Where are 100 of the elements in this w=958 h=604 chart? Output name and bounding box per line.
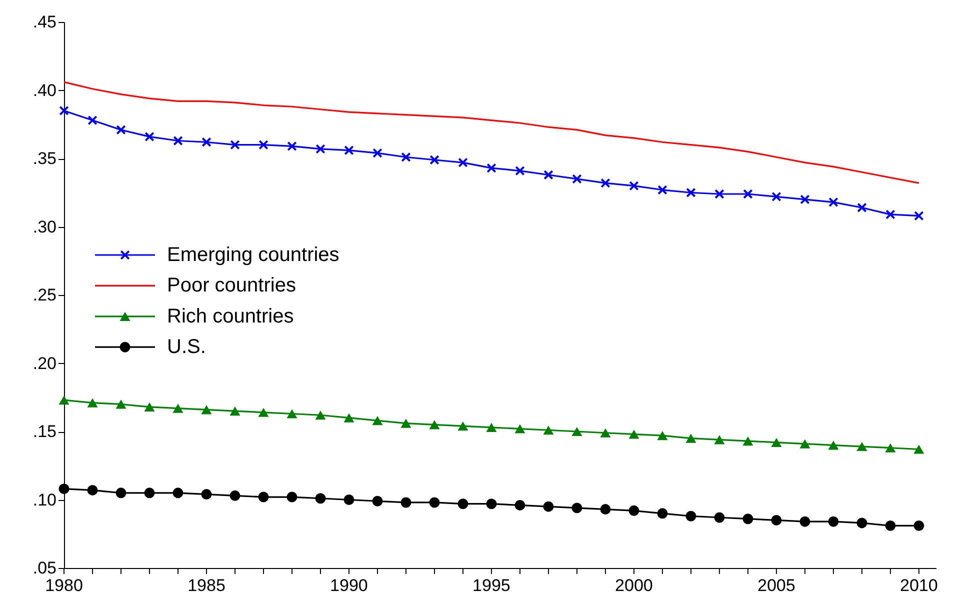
point xyxy=(800,439,810,448)
legend-label: Poor countries xyxy=(167,274,296,297)
point xyxy=(144,402,155,412)
y-tick-label: .20 xyxy=(32,354,56,373)
point xyxy=(628,505,640,516)
point xyxy=(742,514,754,524)
point xyxy=(144,488,155,498)
x-tick-label: 1980 xyxy=(45,576,83,595)
point xyxy=(87,484,98,496)
point xyxy=(116,124,126,135)
x-tick-label: 2005 xyxy=(758,576,796,595)
point xyxy=(515,166,525,176)
point xyxy=(116,400,126,409)
point xyxy=(800,516,810,527)
point xyxy=(572,174,582,184)
y-tick-label: .10 xyxy=(32,490,56,510)
point xyxy=(486,498,497,510)
y-tick-label: .05 xyxy=(32,558,56,578)
point xyxy=(286,409,298,418)
line-series xyxy=(63,81,920,184)
point xyxy=(58,396,70,405)
point xyxy=(856,518,868,528)
point xyxy=(914,520,924,531)
point xyxy=(714,435,725,444)
point xyxy=(885,520,896,531)
point xyxy=(230,406,240,416)
point xyxy=(258,492,269,502)
point xyxy=(857,202,867,213)
point xyxy=(572,502,582,514)
point xyxy=(172,488,184,498)
point xyxy=(714,512,725,523)
y-tick-label: .40 xyxy=(32,80,56,100)
x-tick-label: 1985 xyxy=(188,576,226,595)
point xyxy=(885,443,896,452)
point xyxy=(88,115,98,126)
point xyxy=(258,140,268,150)
point xyxy=(914,210,924,221)
point xyxy=(429,497,440,508)
point xyxy=(828,197,838,208)
point xyxy=(657,508,668,519)
point xyxy=(315,493,326,504)
point xyxy=(172,404,184,413)
point xyxy=(856,442,868,452)
point xyxy=(772,192,782,202)
point xyxy=(344,494,354,505)
x-tick-label: 2010 xyxy=(900,576,938,595)
point xyxy=(828,516,839,527)
point xyxy=(400,497,412,508)
point xyxy=(344,145,354,156)
point xyxy=(628,430,640,439)
legend-label: Rich countries xyxy=(167,305,294,328)
point xyxy=(458,422,468,431)
point xyxy=(315,410,326,420)
point xyxy=(58,484,70,494)
point xyxy=(372,148,382,158)
point xyxy=(372,496,383,506)
point xyxy=(486,163,496,173)
point xyxy=(230,490,240,501)
point xyxy=(658,185,668,195)
x-tick-label: 1990 xyxy=(330,576,368,595)
point xyxy=(771,438,782,447)
y-tick-label: .45 xyxy=(32,12,56,32)
point xyxy=(686,510,696,522)
x-tick-label: 1995 xyxy=(472,576,510,595)
point xyxy=(914,444,924,454)
point xyxy=(202,137,212,147)
point xyxy=(173,136,183,146)
point xyxy=(458,158,468,168)
point xyxy=(600,504,611,515)
point xyxy=(458,498,468,510)
point xyxy=(116,488,126,498)
point xyxy=(230,140,240,150)
point xyxy=(686,188,696,198)
x-tick-label: 2000 xyxy=(615,576,653,595)
point xyxy=(59,106,69,116)
point xyxy=(543,501,554,512)
legend-label: U.S. xyxy=(167,336,206,358)
point xyxy=(771,514,782,526)
point xyxy=(600,428,611,438)
point xyxy=(886,210,896,220)
point xyxy=(714,189,724,199)
point xyxy=(201,405,212,414)
point xyxy=(743,189,753,199)
y-tick-label: .30 xyxy=(32,217,56,236)
point xyxy=(429,420,440,430)
point xyxy=(144,132,154,142)
point xyxy=(344,413,354,422)
point xyxy=(742,436,754,446)
point xyxy=(800,194,810,204)
point xyxy=(486,422,497,432)
point xyxy=(430,154,440,165)
point xyxy=(544,170,554,180)
point xyxy=(543,426,554,435)
point xyxy=(657,431,668,440)
point xyxy=(686,434,696,443)
y-tick-label: .25 xyxy=(32,286,56,304)
point xyxy=(287,141,297,152)
point xyxy=(514,500,526,510)
point xyxy=(316,144,326,154)
y-tick-label: .35 xyxy=(32,149,56,168)
